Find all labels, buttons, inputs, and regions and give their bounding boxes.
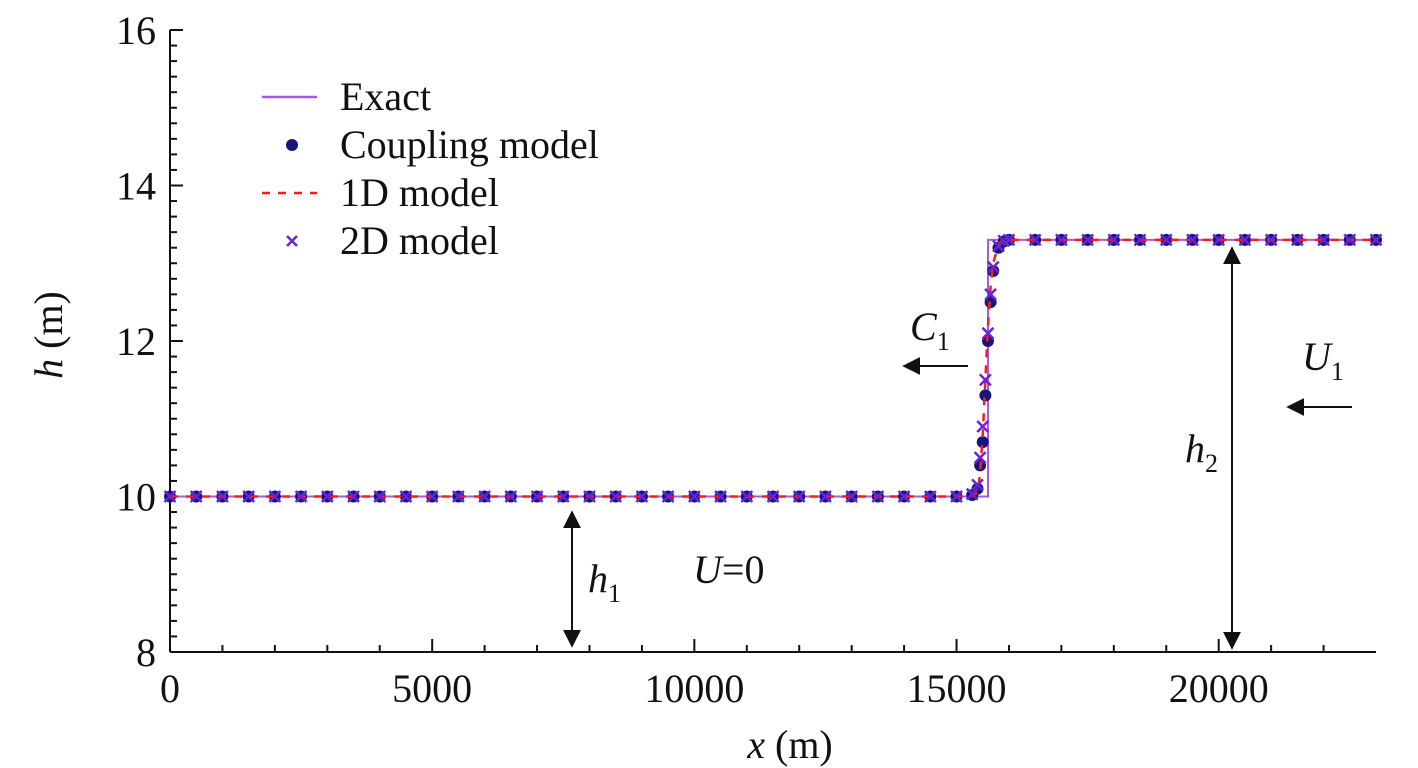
x-tick-label: 0 xyxy=(160,666,180,711)
annotation: h2 xyxy=(1185,426,1218,478)
cross-marker xyxy=(897,490,911,503)
cross-marker xyxy=(1186,233,1199,247)
cross-marker xyxy=(661,490,675,503)
cross-marker xyxy=(986,260,1000,274)
cross-marker xyxy=(294,490,308,503)
y-axis-label: h (m) xyxy=(26,291,71,379)
cross-marker xyxy=(1107,233,1121,247)
dashed-line xyxy=(170,238,1376,498)
cross-marker xyxy=(1317,233,1330,247)
annotation: U1 xyxy=(1302,334,1344,386)
legend-label: 2D model xyxy=(340,218,499,263)
cross-marker xyxy=(1028,233,1042,247)
cross-marker xyxy=(320,490,334,503)
cross-marker xyxy=(1264,233,1278,247)
cross-marker xyxy=(452,490,465,503)
y-label-unit: (m) xyxy=(26,291,71,349)
cross-marker xyxy=(965,487,979,501)
cross-marker xyxy=(583,490,596,503)
cross-marker xyxy=(1212,233,1226,247)
cross-marker xyxy=(347,490,360,503)
cross-marker xyxy=(1290,233,1304,247)
cross-marker xyxy=(1002,233,1016,247)
cross-marker xyxy=(425,490,439,503)
cross-marker xyxy=(978,373,992,387)
x-label-var: x xyxy=(746,722,765,767)
x-tick-label: 15000 xyxy=(907,666,1007,711)
legend-label: Exact xyxy=(340,74,431,119)
y-label-var: h xyxy=(26,359,71,379)
cross-marker xyxy=(530,490,544,503)
cross-marker xyxy=(1343,233,1357,247)
cross-marker xyxy=(1081,233,1094,247)
cross-marker xyxy=(792,490,806,503)
cross-marker xyxy=(971,478,984,492)
cross-marker xyxy=(950,490,963,503)
cross-marker xyxy=(976,420,990,433)
cross-marker xyxy=(1055,233,1068,247)
cross-marker xyxy=(1159,233,1173,247)
cross-marker xyxy=(399,490,413,503)
x-tick-label: 10000 xyxy=(644,666,744,711)
annotation-sub: 1 xyxy=(608,579,621,608)
y-tick-label: 8 xyxy=(136,630,156,675)
annotation-var: U xyxy=(1302,334,1334,379)
cross-marker xyxy=(556,490,570,503)
x-axis-label: x (m) xyxy=(746,722,833,767)
cross-marker xyxy=(189,490,203,503)
cross-marker xyxy=(845,490,859,503)
circle-marker xyxy=(976,436,989,449)
annotation: h1 xyxy=(588,556,621,608)
x-label-unit: (m) xyxy=(775,722,833,767)
cross-marker xyxy=(923,490,937,503)
annotation-sub: 2 xyxy=(1205,449,1218,478)
cross-marker xyxy=(1369,233,1383,247)
cross-marker xyxy=(740,490,754,503)
cross-marker xyxy=(504,490,518,503)
cross-marker xyxy=(714,490,727,503)
cross-marker xyxy=(216,490,229,503)
cross-marker xyxy=(973,451,987,465)
annotation-var: C xyxy=(910,304,938,349)
legend-label: 1D model xyxy=(340,170,499,215)
cross-marker xyxy=(478,490,491,503)
cross-marker xyxy=(871,490,885,503)
annotation-var: U xyxy=(693,547,725,592)
x-tick-label: 20000 xyxy=(1169,666,1269,711)
x-tick-label: 5000 xyxy=(392,666,472,711)
cross-marker xyxy=(766,490,780,503)
annotation: C1 xyxy=(910,304,950,356)
cross-marker xyxy=(687,490,701,503)
annotation-sub: 1 xyxy=(937,327,950,356)
y-tick-label: 14 xyxy=(116,164,156,209)
y-tick-label: 16 xyxy=(116,8,156,53)
y-tick-label: 10 xyxy=(116,475,156,520)
cross-marker xyxy=(1238,233,1252,247)
circle-marker xyxy=(979,389,992,402)
cross-marker xyxy=(242,490,256,503)
annotation-sub: 1 xyxy=(1331,357,1344,386)
annotation-var: h xyxy=(588,556,608,601)
cross-marker xyxy=(163,490,177,503)
y-tick-label: 12 xyxy=(116,319,156,364)
annotation-var: h xyxy=(1185,426,1205,471)
legend-label: Coupling model xyxy=(340,122,599,167)
annotation-rest: =0 xyxy=(722,547,765,592)
legend-marker xyxy=(286,235,298,247)
cross-marker xyxy=(268,490,282,503)
cross-marker xyxy=(635,490,649,503)
cross-marker xyxy=(609,490,623,503)
legend-marker xyxy=(286,139,298,151)
cross-marker xyxy=(1133,233,1147,247)
cross-marker xyxy=(373,490,387,503)
cross-marker xyxy=(981,326,995,340)
cross-marker xyxy=(984,287,997,301)
cross-marker xyxy=(819,490,832,503)
exact-line xyxy=(170,238,1376,498)
annotation: U=0 xyxy=(693,547,764,592)
